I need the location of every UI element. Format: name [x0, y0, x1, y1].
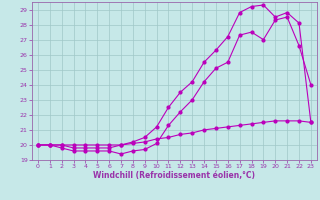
X-axis label: Windchill (Refroidissement éolien,°C): Windchill (Refroidissement éolien,°C) [93, 171, 255, 180]
